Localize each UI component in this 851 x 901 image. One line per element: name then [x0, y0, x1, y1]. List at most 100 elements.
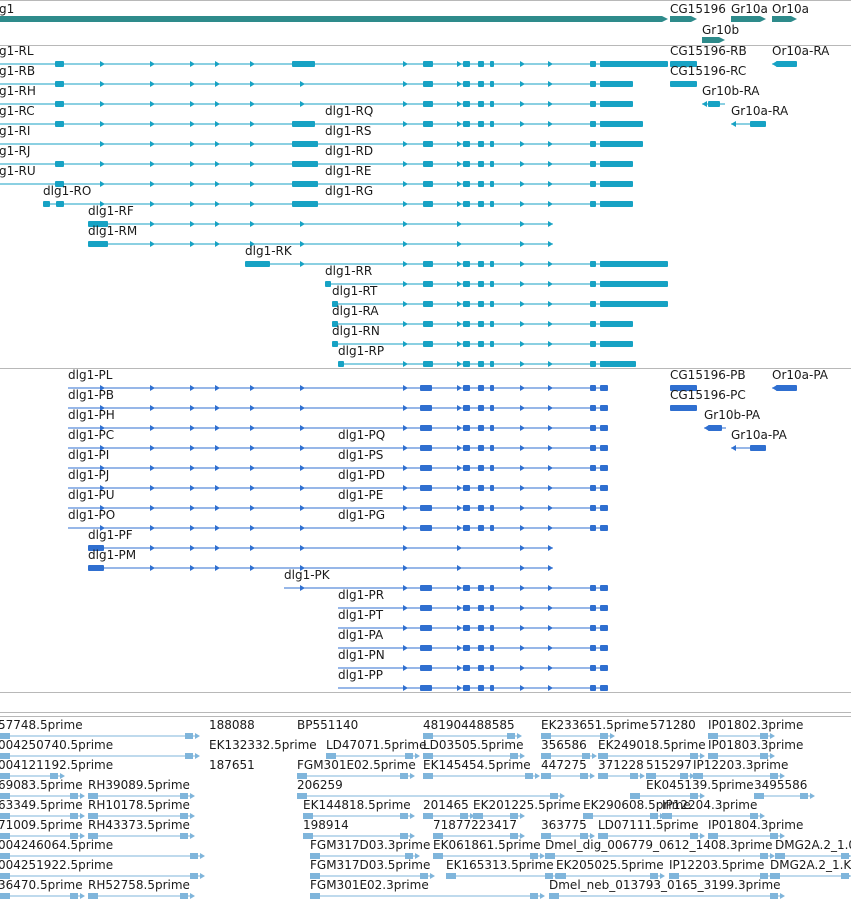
feature-label: Or10a-RA [772, 44, 830, 58]
strand-arrow [520, 813, 525, 819]
feature-label: Gr10a-PA [731, 428, 787, 442]
feature-label: dlg1-PM [88, 548, 137, 562]
feature-label: 187651 [209, 758, 255, 772]
feature-label: EK205025.5prime [556, 858, 664, 872]
feature-label: 3495586 [754, 778, 808, 792]
feature-label: CG15196-RB [670, 44, 747, 58]
strand-arrow [810, 793, 815, 799]
feature-label: dlg1-PC [68, 428, 115, 442]
feature-label: dlg1-RA [332, 304, 379, 318]
strand-arrow [195, 733, 200, 739]
feature-label: dlg1-RC [0, 104, 35, 118]
strand-arrow [190, 813, 195, 819]
strand-arrow [190, 793, 195, 799]
est-block [770, 893, 778, 899]
feature-label: Dmel_neb_013793_0165_3199.3prime [549, 878, 781, 892]
feature-label: dlg1-PG [338, 508, 386, 522]
feature-label: IP12204.3prime [662, 798, 758, 812]
strand-arrow [590, 773, 595, 779]
strand-arrow [640, 773, 645, 779]
feature-label: FGM301E02.5prime [297, 758, 416, 772]
est-block [400, 813, 408, 819]
feature-label: LD03505.5prime [423, 738, 524, 752]
feature-label: Or10a-PA [772, 368, 829, 382]
feature-label: DMG2A.2_1.K [770, 858, 851, 872]
strand-arrow [410, 813, 415, 819]
est-block [185, 753, 193, 759]
track-separator [0, 45, 851, 46]
feature-label: EK145454.5prime [423, 758, 531, 772]
est-block [190, 853, 198, 859]
feature-label: IP01802.3prime [708, 718, 804, 732]
feature-label: dlg1-RO [43, 184, 92, 198]
feature-label: dlg1-RF [88, 204, 134, 218]
feature-label: EK233651.5prime [541, 718, 649, 732]
feature-label: dlg1-RD [325, 144, 374, 158]
feature-label: Gr10b-RA [702, 84, 760, 98]
feature-label: EK290608.5prime [583, 798, 691, 812]
est-block [530, 893, 538, 899]
feature-label: 36470.5prime [0, 878, 83, 892]
feature-label: 63349.5prime [0, 798, 83, 812]
feature-label: dlg1-PD [338, 468, 386, 482]
feature-label: 004250740.5prime [0, 738, 114, 752]
feature-label: dlg1-PK [284, 568, 330, 582]
est-block [180, 893, 188, 899]
feature-label: Gr10a [731, 2, 768, 16]
feature-label: DMG2A.2_1.0 [775, 838, 851, 852]
feature-label: CG15196-PC [670, 388, 746, 402]
feature-label: dlg1-RT [332, 284, 378, 298]
feature-label: FGM301E02.3prime [310, 878, 429, 892]
strand-arrow [415, 753, 420, 759]
feature-label: EK061861.5prime [433, 838, 541, 852]
feature-label: 201465 [423, 798, 469, 812]
feature-label: 371228 [598, 758, 644, 772]
feature-label: dlg1-RB [0, 64, 36, 78]
est-block [70, 893, 78, 899]
est-block [841, 873, 849, 879]
feature-label: EK132332.5prime [209, 738, 317, 752]
feature-label: dlg1-PR [338, 588, 385, 602]
est-block [433, 853, 443, 859]
feature-label: BP551140 [297, 718, 359, 732]
feature-label: Gr10a-RA [731, 104, 789, 118]
strand-arrow [80, 893, 85, 899]
est-block [190, 873, 198, 879]
est-block [180, 833, 188, 839]
est-block [446, 873, 456, 879]
feature-label: 004251922.5prime [0, 858, 114, 872]
feature-label: dlg1-PB [68, 388, 115, 402]
feature-label: RH10178.5prime [88, 798, 190, 812]
feature-label: dlg1-PL [68, 368, 113, 382]
feature-label: 206259 [297, 778, 343, 792]
strand-arrow [535, 773, 540, 779]
est-block [800, 793, 808, 799]
est-block [310, 893, 320, 899]
feature-label: dlg1-RM [88, 224, 138, 238]
strand-arrow [410, 773, 415, 779]
track-separator [0, 716, 851, 717]
feature-label: RH39089.5prime [88, 778, 190, 792]
feature-label: EK144818.5prime [303, 798, 411, 812]
feature-label: dlg1-PJ [68, 468, 110, 482]
feature-label: 447275 [541, 758, 587, 772]
track-separator [0, 0, 851, 1]
feature-label: 004121192.5prime [0, 758, 114, 772]
feature-label: 198914 [303, 818, 349, 832]
feature-label: dlg1-RS [325, 124, 372, 138]
est-block [0, 893, 10, 899]
feature-label: dlg1-RQ [325, 104, 374, 118]
feature-label: IP01803.3prime [708, 738, 804, 752]
feature-label: dlg1-PQ [338, 428, 386, 442]
feature-label: 481904488585 [423, 718, 515, 732]
feature-label: dlg1-RL [0, 44, 34, 58]
feature-label: EK045139.5prime [646, 778, 754, 792]
feature-label: Dmel_dig_006779_0612_1408.3prime [545, 838, 773, 852]
feature-label: dlg1-RG [325, 184, 374, 198]
feature-label: dlg1 [0, 2, 15, 16]
est-block [88, 893, 98, 899]
feature-label: dlg1-PA [338, 628, 384, 642]
feature-label: 71009.5prime [0, 818, 83, 832]
feature-label: IP01804.3prime [708, 818, 804, 832]
